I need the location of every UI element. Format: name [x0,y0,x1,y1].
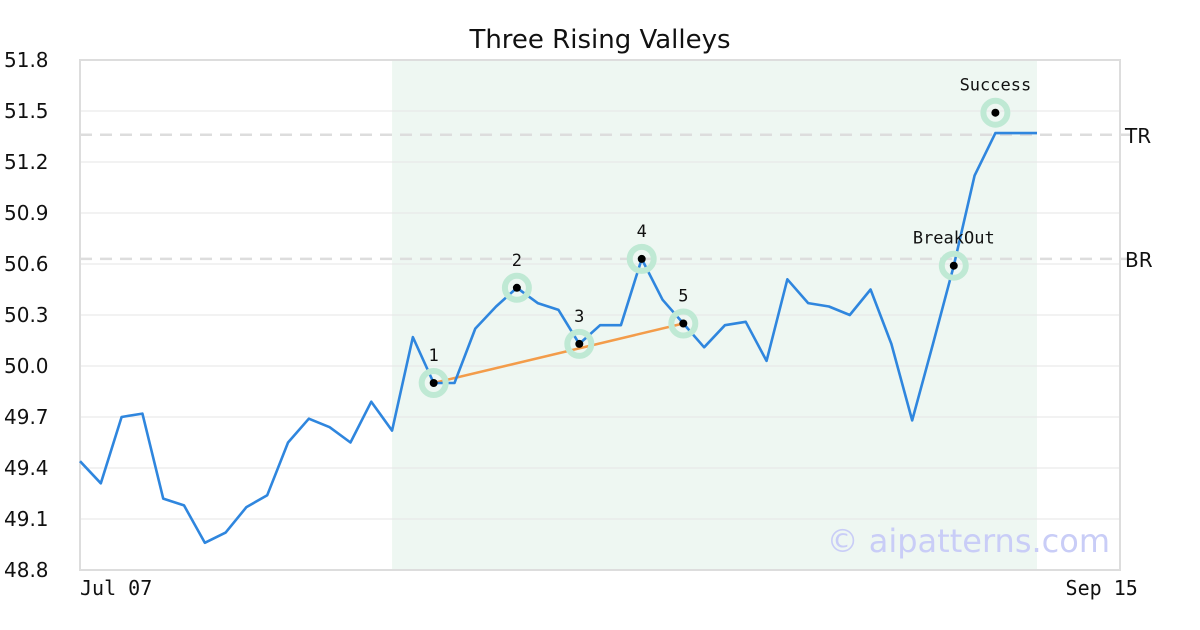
pivot-dot [991,108,1000,117]
watermark: © aipatterns.com [827,522,1110,560]
pivot-dot [512,283,521,292]
pivot-label: BreakOut [913,229,995,249]
pivot-halo [938,250,969,281]
y-tick-label: 49.4 [4,456,49,480]
level-label: BR [1125,248,1153,272]
y-tick-label: 48.8 [4,558,49,582]
pivot-dot [575,339,584,348]
y-tick-label: 51.5 [4,99,49,123]
y-tick-label: 50.9 [4,201,49,225]
pivot-label: Success [960,76,1032,96]
y-axis-ticks: 48.8 49.1 49.4 49.7 50.0 50.3 50.6 50.9 51.2 51.5… [4,48,49,582]
chart-title: Three Rising Valleys [468,25,730,55]
pivot-dot [637,254,646,263]
pivot-halo [668,308,699,339]
y-tick-label: 49.1 [4,507,49,531]
level-label: TR [1124,124,1151,148]
plot-frame [79,59,1121,571]
pivot-dot [679,319,688,328]
pivot-dot [429,379,438,387]
y-tick-label: 50.3 [4,303,49,327]
y-tick-label: 50.6 [4,252,49,276]
y-tick-label: 51.2 [4,150,49,174]
pivot-halo [626,243,657,274]
pivot-label: 1 [429,346,439,366]
valley-trendline [433,322,684,385]
x-tick-label: Sep 15 [1066,576,1138,600]
price-series-line [79,131,1037,545]
y-tick-label: 51.8 [4,48,49,72]
pivot-dot [949,261,958,270]
pivot-label: 4 [637,222,647,242]
x-axis-ticks: Jul 07 Sep 15 [80,576,1138,600]
pivot-halo [980,97,1011,128]
pivot-halo [564,328,595,359]
pivot-label: 2 [512,251,522,271]
pivot-halo [418,368,449,398]
y-tick-label: 50.0 [4,354,49,378]
pivot-markers: 1 2 3 4 5 BreakOut Success [418,76,1032,398]
pivot-label: 5 [678,287,688,307]
pivot-label: 3 [574,307,584,327]
pivot-halo [501,272,532,303]
level-lines: TR BR [80,124,1153,272]
x-tick-label: Jul 07 [80,576,152,600]
y-tick-label: 49.7 [4,405,49,429]
